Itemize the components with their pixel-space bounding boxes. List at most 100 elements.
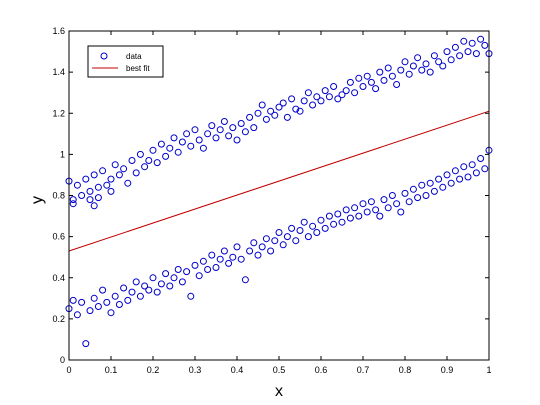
data-point <box>94 194 102 202</box>
data-point <box>422 192 430 199</box>
data-point <box>334 210 342 218</box>
data-point <box>103 298 111 306</box>
data-point <box>187 142 195 150</box>
data-point <box>393 81 401 88</box>
data-point <box>250 239 258 247</box>
data-point <box>82 340 90 348</box>
data-point <box>359 83 367 90</box>
data-point <box>472 50 480 58</box>
data-point <box>124 296 132 304</box>
data-point <box>296 107 304 115</box>
data-point <box>267 107 275 115</box>
y-tick-label: 1.4 <box>52 67 65 77</box>
y-tick-label: 0 <box>60 355 65 365</box>
data-point <box>246 247 254 255</box>
data-point <box>384 64 392 72</box>
data-point <box>275 229 283 236</box>
data-point <box>258 101 266 109</box>
data-point <box>69 200 77 208</box>
data-point <box>195 272 203 280</box>
data-point <box>321 87 329 95</box>
data-point <box>199 144 207 152</box>
data-point <box>397 208 405 216</box>
data-point <box>468 39 476 47</box>
data-point <box>162 152 170 160</box>
data-point <box>292 105 300 113</box>
data-point <box>325 212 333 220</box>
x-tick-label: 0.8 <box>399 365 412 375</box>
data-point <box>359 200 367 208</box>
data-point <box>141 282 149 290</box>
data-point <box>166 282 174 290</box>
data-point <box>346 214 354 222</box>
data-point <box>296 227 304 234</box>
data-point <box>216 126 224 134</box>
data-point <box>120 284 128 292</box>
data-point <box>330 83 338 90</box>
data-point <box>162 270 170 278</box>
y-tick-label: 1.2 <box>52 108 65 118</box>
data-point <box>338 91 346 99</box>
data-point <box>338 218 346 226</box>
data-point <box>321 224 329 232</box>
data-point <box>279 241 287 249</box>
data-point <box>464 48 472 56</box>
data-point <box>355 74 363 82</box>
y-axis-title: y <box>29 196 46 204</box>
data-point <box>225 259 233 267</box>
x-tick-label: 0.7 <box>357 365 370 375</box>
data-point <box>170 274 178 282</box>
data-point <box>157 280 165 288</box>
data-point <box>208 251 216 259</box>
data-point <box>212 264 220 271</box>
data-point <box>183 130 191 138</box>
data-point <box>430 187 438 195</box>
data-point <box>418 66 426 74</box>
x-tick-label: 0.5 <box>273 365 286 375</box>
data-point <box>464 173 472 181</box>
y-tick-label: 0.6 <box>52 232 65 242</box>
data-point <box>250 124 258 132</box>
data-point <box>229 253 237 261</box>
x-tick-label: 0 <box>66 365 71 375</box>
data-point <box>111 292 119 300</box>
data-point <box>342 87 350 95</box>
data-point <box>409 185 417 193</box>
data-point <box>267 247 275 255</box>
data-point <box>82 175 90 183</box>
data-point <box>405 198 413 206</box>
data-point <box>309 222 317 230</box>
x-tick-label: 0.1 <box>105 365 118 375</box>
data-point <box>216 255 224 263</box>
data-point <box>435 175 443 183</box>
data-point <box>409 62 417 70</box>
data-point <box>128 288 136 296</box>
data-point <box>418 181 426 189</box>
data-point <box>367 78 375 86</box>
data-point <box>153 159 161 167</box>
data-point <box>317 216 325 224</box>
data-point <box>178 138 186 146</box>
data-point <box>220 247 228 255</box>
data-point <box>128 157 136 164</box>
data-point <box>472 169 480 177</box>
data-point <box>439 62 447 70</box>
data-point <box>351 89 359 97</box>
data-point <box>456 175 464 183</box>
data-point <box>313 229 321 236</box>
data-point <box>279 99 287 107</box>
data-point <box>254 109 262 117</box>
y-tick-label: 0.2 <box>52 314 65 324</box>
data-point <box>69 196 77 204</box>
data-point <box>120 165 128 173</box>
data-point <box>94 303 102 310</box>
data-point <box>237 120 245 127</box>
data-point <box>481 41 489 49</box>
data-point <box>183 268 191 276</box>
data-point <box>99 167 107 175</box>
data-point <box>174 148 182 156</box>
legend-marker-data <box>100 52 108 60</box>
data-point <box>342 206 350 214</box>
y-tick-label: 0.4 <box>52 273 65 283</box>
